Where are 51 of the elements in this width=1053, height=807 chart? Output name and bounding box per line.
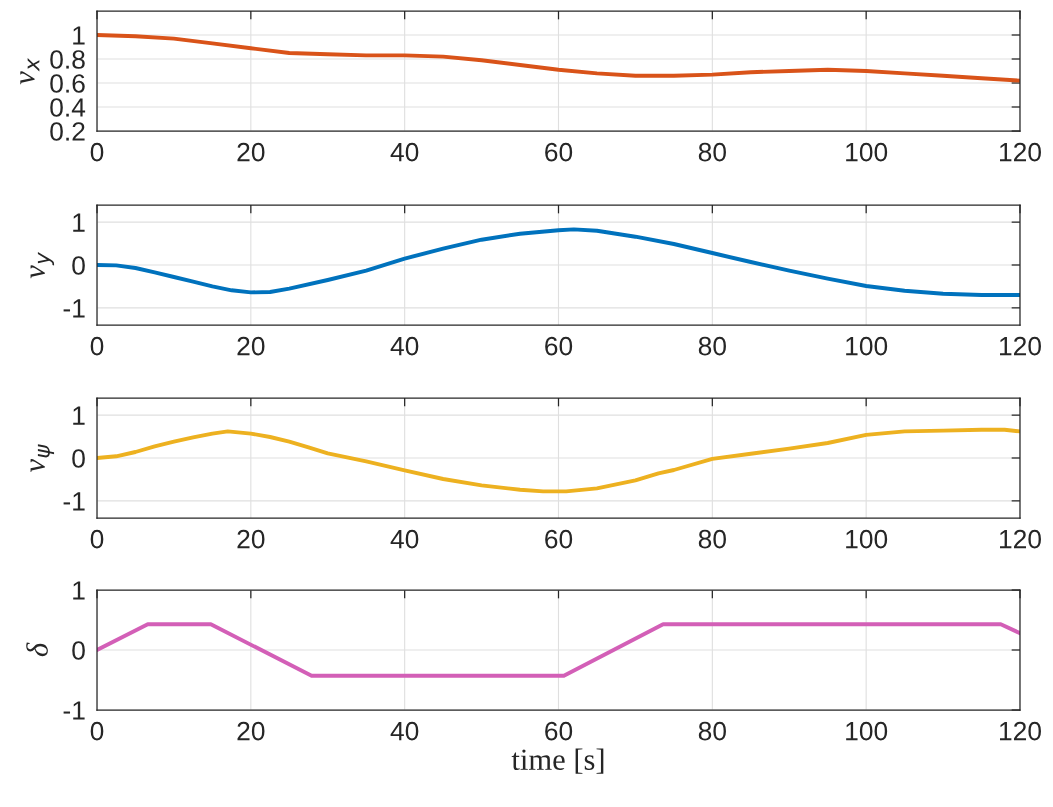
y-tick-label: 0.8 [50,50,85,69]
line-series [97,33,1020,83]
y-tick-label: 0 [72,449,85,468]
x-tick-label: 20 [237,529,265,549]
x-tick-label: 20 [237,142,265,162]
x-tick-label: 20 [237,336,265,356]
line-series [97,227,1020,297]
y-tick-label: -1 [63,492,85,511]
x-tick-label: 0 [90,336,104,356]
x-tick-label: 60 [545,529,573,549]
y-tick-label: 0 [72,641,85,660]
line-series [97,427,1020,494]
x-tick-label: 120 [1000,142,1041,162]
y-axis-title: δ [26,642,48,657]
y-tick-label: -1 [63,299,85,318]
x-tick-label: 0 [90,142,104,162]
x-tick-label: 40 [390,336,419,356]
x-axis-title: time [s] [511,748,604,774]
x-tick-label: 100 [846,142,888,162]
y-tick-label: -1 [63,701,85,720]
y-tick-label: 1 [73,581,85,600]
x-tick-label: 80 [698,529,726,549]
x-tick-label: 60 [545,336,573,356]
x-tick-label: 120 [1000,529,1041,549]
x-tick-label: 60 [545,721,573,741]
x-tick-label: 80 [698,336,726,356]
x-tick-label: 40 [390,721,419,741]
y-tick-label: 1 [73,213,85,232]
x-tick-label: 60 [545,142,573,162]
y-tick-label: 0.2 [50,122,85,141]
x-tick-label: 120 [1000,336,1041,356]
y-tick-label: 0 [72,256,85,275]
x-tick-label: 40 [390,529,419,549]
x-tick-label: 100 [846,529,888,549]
y-tick-label: 0.6 [50,74,85,93]
x-tick-label: 100 [846,721,888,741]
y-axis-title: v$_{x}$ [20,58,40,85]
x-tick-label: 40 [390,142,419,162]
line-series [97,622,1020,678]
y-axis-title: v$_{ψ}$ [30,444,55,473]
x-tick-label: 120 [1000,721,1041,741]
y-tick-label: 1 [73,406,85,425]
x-tick-label: 100 [846,336,888,356]
x-tick-label: 20 [237,721,265,741]
x-tick-label: 80 [698,721,726,741]
y-tick-label: 1 [73,26,85,45]
x-tick-label: 0 [90,721,104,741]
y-tick-label: 0.4 [50,98,86,117]
y-axis-title: v$_{y}$ [30,252,55,279]
x-tick-label: 0 [90,529,104,549]
x-tick-label: 80 [698,142,726,162]
